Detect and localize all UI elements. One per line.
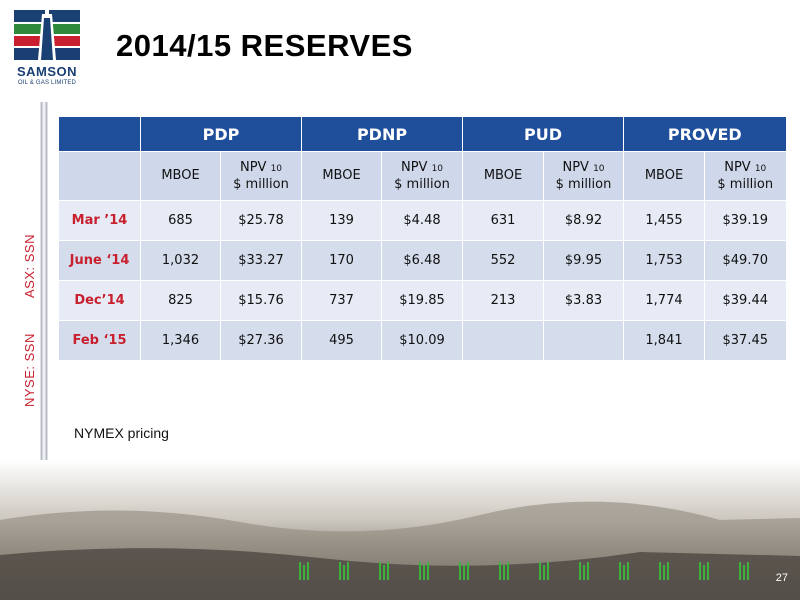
- table-cell: 825: [140, 280, 221, 321]
- table-cell: $8.92: [543, 200, 624, 241]
- table-cell: 495: [301, 320, 382, 360]
- table-row: June ‘14 1,032 $33.27 170 $6.48 552 $9.9…: [58, 240, 786, 281]
- table-cell: 1,455: [623, 200, 705, 241]
- group-header-proved: PROVED: [623, 117, 786, 152]
- pricing-note: NYMEX pricing: [74, 425, 169, 441]
- sub-header-corner: [58, 151, 141, 201]
- row-label: Dec’14: [58, 280, 141, 321]
- npv-unit: $ million: [233, 176, 289, 192]
- table-cell: [462, 320, 544, 360]
- npv-unit: $ million: [555, 176, 612, 192]
- row-label: Feb ‘15: [58, 320, 141, 360]
- page-title: 2014/15 RESERVES: [116, 28, 413, 63]
- asx-ticker-label: ASX: SSN: [22, 234, 37, 298]
- npv-unit: $ million: [717, 176, 774, 192]
- npv-subscript: 10: [754, 163, 767, 174]
- nyse-ticker-label: NYSE: SSN: [22, 333, 37, 407]
- group-header-pud: PUD: [462, 117, 624, 152]
- sub-header-npv: NPV 10 $ million: [543, 151, 624, 201]
- npv-label: NPV: [400, 159, 428, 175]
- table-cell: 685: [140, 200, 221, 241]
- logo-subtitle: OIL & GAS LIMITED: [17, 80, 77, 86]
- table-cell: $3.83: [543, 280, 624, 321]
- row-label: Mar ’14: [58, 200, 141, 241]
- table-cell: $33.27: [220, 240, 302, 281]
- table-cell: 737: [301, 280, 382, 321]
- table-cell: $39.19: [704, 200, 786, 241]
- table-cell: $37.45: [704, 320, 786, 360]
- table-cell: $39.44: [704, 280, 786, 321]
- npv-unit: $ million: [394, 176, 450, 192]
- table-cell: $27.36: [220, 320, 302, 360]
- table-cell: $4.48: [381, 200, 463, 241]
- table-cell: 631: [462, 200, 544, 241]
- row-label: June ‘14: [58, 240, 141, 281]
- sub-header-npv: NPV 10 $ million: [704, 151, 786, 201]
- table-cell: 170: [301, 240, 382, 281]
- npv-label: NPV: [239, 159, 267, 175]
- logo-mark-icon: [14, 10, 80, 60]
- table-cell: 552: [462, 240, 544, 281]
- sub-header-mboe: MBOE: [462, 151, 544, 201]
- table-cell: 1,032: [140, 240, 221, 281]
- table-cell: $9.95: [543, 240, 624, 281]
- table-row: Dec’14 825 $15.76 737 $19.85 213 $3.83 1…: [58, 280, 786, 321]
- table-cell: $6.48: [381, 240, 463, 281]
- logo-name: SAMSON: [16, 64, 78, 79]
- npv-subscript: 10: [431, 163, 444, 174]
- table-cell: 1,774: [623, 280, 705, 321]
- sub-header-mboe: MBOE: [301, 151, 382, 201]
- table-cell: $49.70: [704, 240, 786, 281]
- sub-header-mboe: MBOE: [623, 151, 705, 201]
- table-cell: $15.76: [220, 280, 302, 321]
- table-cell: 1,346: [140, 320, 221, 360]
- table-row: Feb ‘15 1,346 $27.36 495 $10.09 1,841 $3…: [58, 320, 786, 360]
- table-cell: $19.85: [381, 280, 463, 321]
- page-number: 27: [775, 572, 788, 584]
- table-cell: [543, 320, 624, 360]
- sub-header-npv: NPV 10 $ million: [381, 151, 463, 201]
- table-cell: 213: [462, 280, 544, 321]
- samson-logo: SAMSON OIL & GAS LIMITED: [14, 10, 80, 90]
- sub-header-row: MBOE NPV 10 $ million MBOE NPV 10 $ millio…: [58, 151, 786, 201]
- reserves-table: PDP PDNP PUD PROVED MBOE NPV 10 $ million…: [58, 117, 786, 360]
- ground-scenery: [0, 460, 800, 600]
- npv-subscript: 10: [593, 163, 605, 174]
- group-header-pdnp: PDNP: [301, 117, 463, 152]
- table-cell: $25.78: [220, 200, 302, 241]
- table-cell: 1,753: [623, 240, 705, 281]
- table-cell: 1,841: [623, 320, 705, 360]
- table-cell: 139: [301, 200, 382, 241]
- group-header-pdp: PDP: [140, 117, 302, 152]
- header-corner: [58, 117, 141, 152]
- group-header-row: PDP PDNP PUD PROVED: [58, 117, 786, 152]
- table-cell: $10.09: [381, 320, 463, 360]
- sub-header-mboe: MBOE: [140, 151, 221, 201]
- npv-label: NPV: [562, 159, 589, 175]
- npv-label: NPV: [724, 159, 751, 175]
- table-row: Mar ’14 685 $25.78 139 $4.48 631 $8.92 1…: [58, 200, 786, 241]
- npv-subscript: 10: [270, 163, 283, 174]
- sub-header-npv: NPV 10 $ million: [220, 151, 302, 201]
